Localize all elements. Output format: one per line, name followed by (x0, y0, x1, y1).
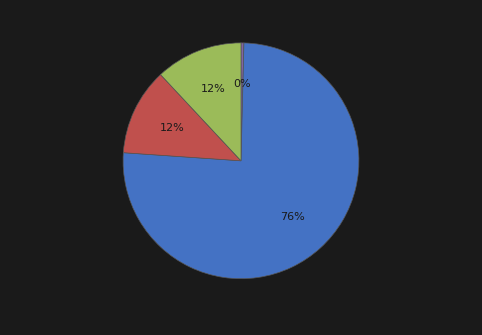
Text: 12%: 12% (201, 84, 225, 94)
Text: 76%: 76% (280, 212, 305, 222)
Text: 0%: 0% (233, 79, 251, 89)
Wedge shape (241, 43, 244, 161)
Wedge shape (123, 43, 359, 279)
Wedge shape (161, 43, 241, 161)
Text: 12%: 12% (160, 123, 184, 133)
Wedge shape (123, 75, 241, 161)
